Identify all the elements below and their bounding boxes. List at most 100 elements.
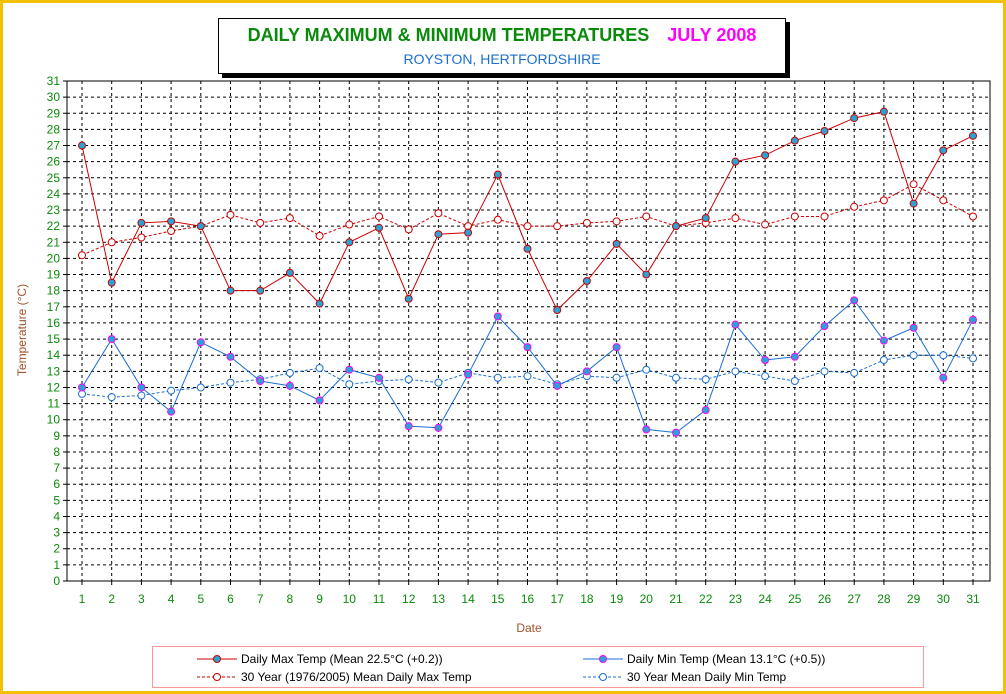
data-point-2 [790,212,799,221]
data-point-2 [315,231,324,240]
data-point-1 [879,336,888,345]
data-point-1 [523,343,532,352]
series-layer [78,107,977,437]
data-point-0 [939,146,948,155]
data-point-2 [285,214,294,223]
grid [67,80,990,581]
data-point-1 [226,352,235,361]
data-point-3 [493,373,502,382]
x-tick-label: 7 [257,592,264,606]
data-point-1 [701,406,710,415]
data-point-0 [820,127,829,135]
data-point-1 [909,323,918,332]
legend-swatch-30yr-max-icon [197,673,237,681]
x-tick-label: 24 [758,592,772,606]
data-point-2 [731,214,740,223]
x-tick-label: 23 [729,592,743,606]
y-tick-label: 28 [47,122,61,136]
x-tick-label: 28 [877,592,891,606]
data-point-3 [672,373,680,382]
data-point-3 [731,367,740,376]
x-tick-label: 31 [966,592,980,606]
data-point-0 [226,286,235,295]
legend-label-30yr-max: 30 Year (1976/2005) Mean Daily Max Temp [241,670,472,684]
y-tick-label: 5 [53,493,60,507]
data-point-1 [493,312,502,321]
data-point-2 [879,196,888,205]
data-point-0 [969,131,977,140]
data-point-0 [107,278,116,287]
data-point-0 [672,222,680,231]
data-point-0 [78,141,86,150]
x-tick-label: 12 [402,592,416,606]
data-point-2 [582,218,591,227]
data-point-3 [137,391,146,400]
data-point-0 [523,244,532,253]
data-point-1 [969,315,977,324]
x-tick-label: 29 [907,592,921,606]
data-point-2 [434,209,443,218]
x-tick-label: 8 [287,592,294,606]
y-tick-label: 13 [47,364,61,378]
data-point-1 [285,381,294,390]
y-tick-label: 22 [47,219,61,233]
y-tick-label: 10 [47,413,61,427]
x-tick-label: 9 [316,592,323,606]
y-tick-label: 27 [47,139,61,153]
x-tick-label: 6 [227,592,234,606]
data-point-0 [612,239,621,248]
y-tick-label: 8 [53,445,60,459]
data-point-3 [285,368,294,377]
data-point-1 [256,377,265,385]
legend-item-30yr-min: 30 Year Mean Daily Min Temp [583,668,786,686]
data-point-3 [879,356,888,365]
data-point-2 [642,212,651,221]
data-point-1 [612,343,621,352]
data-point-1 [345,365,354,374]
data-point-2 [761,220,770,229]
x-tick-label: 26 [818,592,832,606]
data-point-3 [107,393,116,402]
y-tick-label: 31 [47,74,61,88]
data-point-2 [256,218,265,227]
data-point-3 [939,351,948,360]
legend-item-daily-min: Daily Min Temp (Mean 13.1°C (+0.5)) [583,650,825,668]
data-point-0 [642,270,651,279]
data-point-0 [553,306,562,315]
data-point-0 [167,217,176,226]
data-point-3 [345,380,354,389]
legend: Daily Max Temp (Mean 22.5°C (+0.2)) Dail… [152,646,924,688]
data-point-1 [761,356,770,365]
data-point-3 [761,372,770,381]
plot-border [66,80,991,582]
data-point-2 [939,196,948,205]
axes [63,80,991,585]
data-point-1 [939,373,948,382]
x-tick-label: 19 [610,592,624,606]
data-point-1 [731,320,740,329]
y-tick-label: 21 [47,235,61,249]
legend-label-daily-min: Daily Min Temp (Mean 13.1°C (+0.5)) [627,652,826,666]
data-point-3 [969,354,977,363]
y-tick-label: 17 [47,300,61,314]
data-point-0 [375,223,383,232]
data-point-1 [850,296,859,305]
y-tick-label: 1 [53,558,60,572]
y-tick-label: 26 [47,155,61,169]
data-point-3 [434,378,443,387]
x-tick-label: 5 [197,592,204,606]
data-point-3 [167,386,176,395]
legend-swatch-30yr-min-icon [583,673,623,681]
data-point-0 [464,228,473,237]
data-point-3 [790,377,799,385]
data-point-0 [345,238,354,247]
y-tick-label: 6 [53,477,60,491]
data-point-1 [820,322,829,331]
x-tick-label: 21 [669,592,683,606]
x-tick-label: 15 [491,592,505,606]
y-tick-label: 30 [47,90,61,104]
x-tick-label: 13 [432,592,446,606]
data-point-1 [78,383,86,392]
y-tick-label: 25 [47,171,61,185]
data-point-2 [612,217,621,226]
